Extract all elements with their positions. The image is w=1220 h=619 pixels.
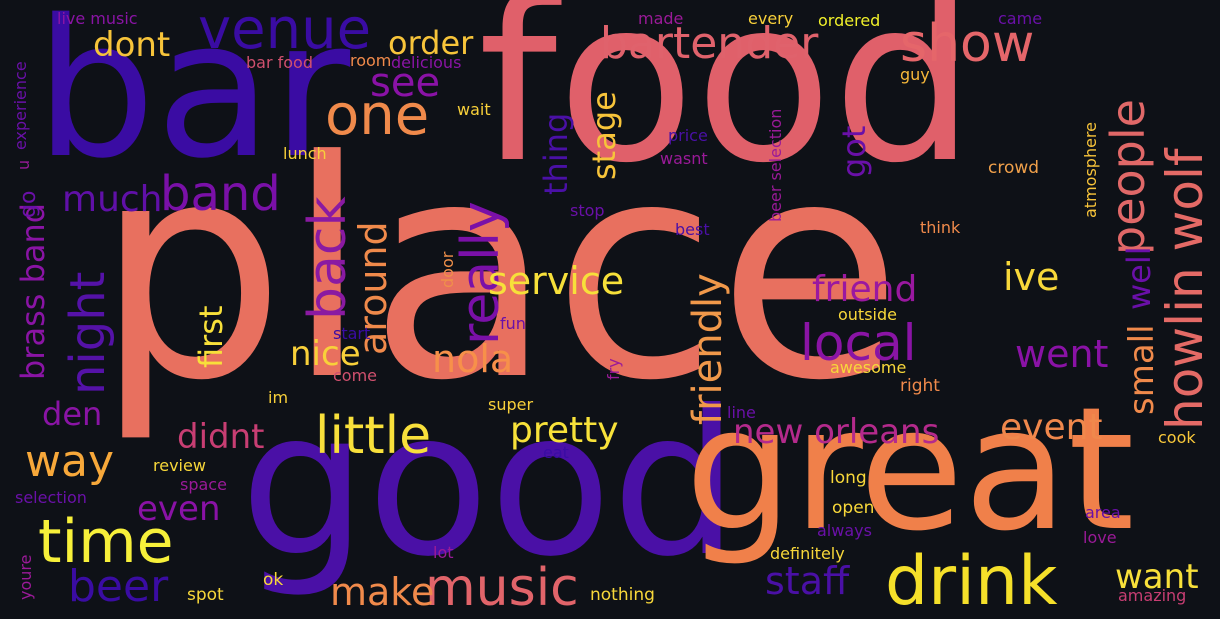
word-friend: friend	[812, 269, 918, 310]
word-new-orleans: new orleans	[733, 412, 940, 452]
word-definitely: definitely	[770, 544, 845, 563]
word-much: much	[62, 179, 163, 220]
word-got: got	[835, 125, 873, 178]
word-stop: stop	[570, 201, 605, 220]
word-eat: eat	[543, 443, 569, 462]
word-experience: experience	[11, 61, 30, 150]
word-area: area	[1085, 503, 1121, 522]
word-place: place	[95, 97, 903, 446]
word-beer-selection: beer selection	[766, 108, 785, 222]
word-wait: wait	[457, 100, 491, 119]
word-awesome: awesome	[830, 358, 907, 377]
word-came: came	[998, 9, 1043, 28]
word-live-music: live music	[57, 9, 138, 28]
word-venue: venue	[198, 0, 372, 62]
word-nice: nice	[290, 334, 361, 374]
word-local: local	[800, 314, 917, 372]
word-spot: spot	[187, 585, 224, 605]
word-nola: nola	[432, 337, 514, 381]
word-u: u	[14, 159, 33, 170]
word-order: order	[388, 24, 474, 62]
word-think: think	[920, 218, 961, 237]
word-review: review	[153, 456, 206, 475]
word-staff: staff	[765, 559, 850, 603]
word-bar-food: bar food	[246, 53, 313, 72]
word-people: people	[1101, 99, 1155, 255]
word-guy: guy	[900, 65, 930, 84]
word-selection: selection	[15, 488, 87, 507]
word-little: little	[315, 406, 432, 466]
word-stage: stage	[585, 91, 623, 180]
word-one: one	[325, 83, 430, 148]
word-den: den	[42, 395, 103, 433]
word-crowd: crowd	[988, 158, 1040, 178]
word-open: open	[832, 498, 875, 518]
word-friendly: friendly	[685, 273, 731, 425]
word-band: band	[160, 166, 281, 222]
word-didnt: didnt	[177, 417, 265, 457]
word-best: best	[675, 220, 710, 239]
word-always: always	[817, 521, 872, 540]
word-first: first	[192, 305, 230, 368]
word-ok: ok	[263, 570, 284, 590]
word-way: way	[25, 436, 114, 487]
word-come: come	[333, 366, 378, 385]
word-music: music	[425, 558, 579, 618]
word-make: make	[330, 570, 435, 614]
word-go: go	[16, 190, 41, 218]
word-fun: fun	[500, 314, 526, 333]
word-howlin-wolf: howlin wolf	[1156, 148, 1214, 430]
word-brass-band: brass band	[14, 202, 52, 380]
word-long: long	[830, 468, 867, 488]
word-wasnt: wasnt	[660, 149, 708, 168]
word-start: start	[333, 324, 371, 343]
word-beer: beer	[68, 561, 169, 612]
word-every: every	[748, 9, 794, 28]
word-made: made	[638, 9, 684, 28]
word-food: food	[478, 0, 976, 213]
word-nothing: nothing	[590, 585, 655, 605]
word-outside: outside	[838, 305, 897, 324]
word-ive: ive	[1003, 255, 1060, 299]
word-delicious: delicious	[391, 53, 462, 72]
word-great: great	[685, 371, 1135, 569]
word-small: small	[1122, 324, 1162, 415]
word-atmosphere: atmosphere	[1081, 122, 1100, 218]
word-see: see	[370, 60, 441, 106]
word-line: line	[727, 403, 756, 422]
word-well: well	[1120, 246, 1158, 310]
word-cook: cook	[1158, 428, 1196, 447]
word-pretty: pretty	[510, 410, 619, 451]
word-even: even	[137, 489, 221, 529]
word-super: super	[488, 395, 534, 414]
word-door: door	[438, 251, 457, 288]
word-back: back	[298, 196, 358, 320]
word-thing: thing	[537, 112, 575, 195]
word-space: space	[180, 475, 227, 494]
word-went: went	[1015, 332, 1109, 376]
word-bartender: bartender	[600, 18, 819, 69]
word-lunch: lunch	[283, 144, 327, 163]
word-price: price	[668, 126, 708, 145]
word-dont: dont	[93, 25, 171, 65]
word-want: want	[1115, 557, 1199, 597]
word-right: right	[900, 376, 940, 396]
word-fry: fry	[604, 358, 623, 380]
word-love: love	[1083, 528, 1117, 547]
word-drink: drink	[885, 542, 1058, 619]
word-time: time	[38, 507, 174, 577]
word-night: night	[60, 271, 116, 395]
word-service: service	[488, 259, 625, 303]
word-youre: youre	[16, 554, 35, 600]
word-ordered: ordered	[818, 11, 881, 30]
word-event: event	[1000, 407, 1103, 448]
word-im: im	[268, 388, 289, 407]
word-good: good	[240, 368, 739, 601]
word-room: room	[350, 51, 392, 70]
word-amazing: amazing	[1118, 586, 1187, 605]
word-show: show	[900, 14, 1035, 74]
word-bar: bar	[35, 0, 351, 200]
word-lot: lot	[433, 543, 454, 562]
